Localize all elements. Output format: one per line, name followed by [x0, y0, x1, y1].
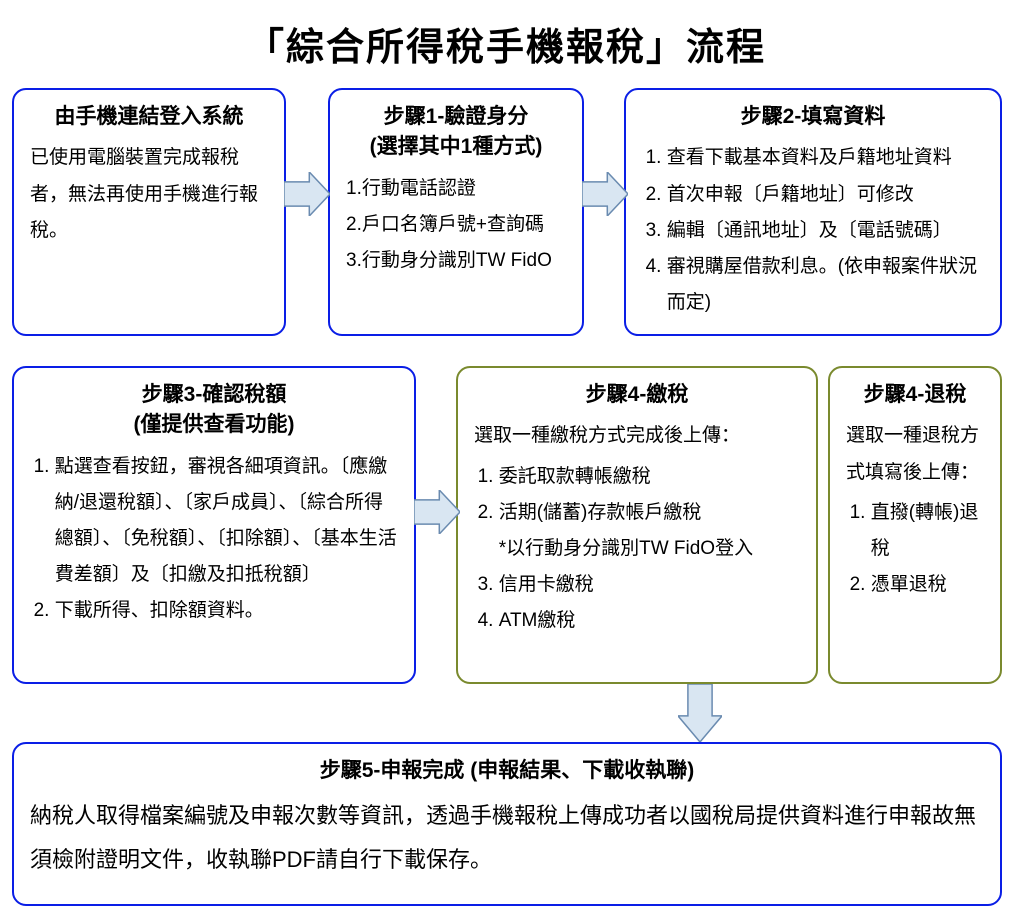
box-step4-pay-header: 步驟4-繳稅 [474, 380, 800, 410]
step4-refund-intro: 選取一種退稅方式填寫後上傳： [846, 418, 984, 490]
step1-item-3: 3.行動身分識別TW FidO [346, 243, 566, 279]
arrow-right-icon [284, 172, 330, 216]
box-step5-header: 步驟5-申報完成 (申報結果、下載收執聯) [30, 756, 984, 786]
arrow-right-icon [414, 490, 460, 534]
box-step1: 步驟1-驗證身分 (選擇其中1種方式) 1.行動電話認證 2.戶口名簿戶號+查詢… [328, 88, 584, 336]
box-step5: 步驟5-申報完成 (申報結果、下載收執聯) 納稅人取得檔案編號及申報次數等資訊，… [12, 742, 1002, 906]
step3-item-1: 點選查看按鈕，審視各細項資訊。〔應繳納/退還稅額〕、〔家戶成員〕、〔綜合所得總額… [55, 449, 398, 593]
box-step2-header: 步驟2-填寫資料 [642, 102, 984, 132]
box-step3: 步驟3-確認稅額 (僅提供查看功能) 點選查看按鈕，審視各細項資訊。〔應繳納/退… [12, 366, 416, 684]
step3-header-line1: 步驟3-確認稅額 [30, 380, 398, 410]
step4-pay-item-3: 信用卡繳稅 [499, 567, 800, 603]
box-step2-body: 查看下載基本資料及戶籍地址資料 首次申報〔戶籍地址〕可修改 編輯〔通訊地址〕及〔… [642, 140, 984, 320]
step4-pay-item-4: ATM繳稅 [499, 603, 800, 639]
box-step4-pay-body: 選取一種繳稅方式完成後上傳： 委託取款轉帳繳稅 活期(儲蓄)存款帳戶繳稅 *以行… [474, 418, 800, 639]
step4-pay-intro: 選取一種繳稅方式完成後上傳： [474, 418, 800, 454]
arrow-down-icon [678, 684, 722, 742]
step3-item-2: 下載所得、扣除額資料。 [55, 593, 398, 629]
box-step4-pay: 步驟4-繳稅 選取一種繳稅方式完成後上傳： 委託取款轉帳繳稅 活期(儲蓄)存款帳… [456, 366, 818, 684]
box-login-header: 由手機連結登入系統 [30, 102, 268, 132]
box-step5-body: 納稅人取得檔案編號及申報次數等資訊，透過手機報稅上傳成功者以國稅局提供資料進行申… [30, 794, 984, 882]
box-step3-body: 點選查看按鈕，審視各細項資訊。〔應繳納/退還稅額〕、〔家戶成員〕、〔綜合所得總額… [30, 449, 398, 629]
box-login-body: 已使用電腦裝置完成報稅者，無法再使用手機進行報稅。 [30, 140, 268, 248]
page-title: 「綜合所得稅手機報稅」流程 [0, 16, 1012, 71]
step1-header-line1: 步驟1-驗證身分 [346, 102, 566, 132]
box-step4-refund-body: 選取一種退稅方式填寫後上傳： 直撥(轉帳)退稅 憑單退稅 [846, 418, 984, 602]
box-step4-refund: 步驟4-退稅 選取一種退稅方式填寫後上傳： 直撥(轉帳)退稅 憑單退稅 [828, 366, 1002, 684]
step2-item-1: 查看下載基本資料及戶籍地址資料 [667, 140, 984, 176]
step2-item-4: 審視購屋借款利息。(依申報案件狀況而定) [667, 249, 984, 321]
step1-item-1: 1.行動電話認證 [346, 171, 566, 207]
step4-refund-item-2: 憑單退稅 [871, 567, 984, 603]
step3-header-line2: (僅提供查看功能) [30, 410, 398, 440]
step1-item-2: 2.戶口名簿戶號+查詢碼 [346, 207, 566, 243]
step4-pay-item-1: 委託取款轉帳繳稅 [499, 459, 800, 495]
box-step1-body: 1.行動電話認證 2.戶口名簿戶號+查詢碼 3.行動身分識別TW FidO [346, 171, 566, 279]
step2-item-2: 首次申報〔戶籍地址〕可修改 [667, 177, 984, 213]
step1-header-line2: (選擇其中1種方式) [346, 132, 566, 162]
box-step3-header: 步驟3-確認稅額 (僅提供查看功能) [30, 380, 398, 441]
step4-refund-item-1: 直撥(轉帳)退稅 [871, 495, 984, 567]
box-step4-refund-header: 步驟4-退稅 [846, 380, 984, 410]
box-step1-header: 步驟1-驗證身分 (選擇其中1種方式) [346, 102, 566, 163]
box-step2: 步驟2-填寫資料 查看下載基本資料及戶籍地址資料 首次申報〔戶籍地址〕可修改 編… [624, 88, 1002, 336]
step2-item-3: 編輯〔通訊地址〕及〔電話號碼〕 [667, 213, 984, 249]
step4-pay-item-2: 活期(儲蓄)存款帳戶繳稅 *以行動身分識別TW FidO登入 [499, 495, 800, 567]
arrow-right-icon [582, 172, 628, 216]
box-login: 由手機連結登入系統 已使用電腦裝置完成報稅者，無法再使用手機進行報稅。 [12, 88, 286, 336]
